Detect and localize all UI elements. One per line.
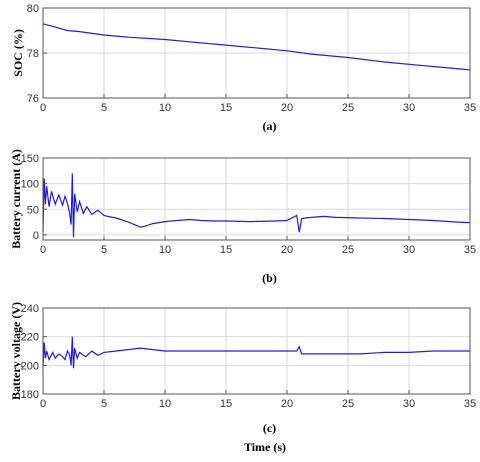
- x-tick-label: 10: [159, 244, 171, 256]
- x-tick-label: 30: [403, 244, 415, 256]
- x-tick-label: 25: [342, 102, 354, 114]
- plot-frame: [42, 307, 471, 395]
- panel-caption: (c): [263, 421, 276, 435]
- panel-caption: (b): [262, 271, 277, 285]
- x-tick-label: 25: [342, 398, 354, 410]
- y-tick-label: 0: [33, 230, 39, 242]
- x-tick-label: 10: [159, 398, 171, 410]
- y-tick-label: 50: [27, 204, 39, 216]
- y-tick-label: 80: [27, 3, 39, 15]
- x-tick-label: 5: [101, 398, 107, 410]
- y-tick-label: 180: [21, 389, 39, 401]
- x-tick-label: 20: [281, 398, 293, 410]
- x-tick-label: 25: [342, 244, 354, 256]
- y-axis-label: Battery voltage (V): [9, 302, 23, 400]
- series-line: [42, 173, 471, 238]
- x-tick-label: 30: [403, 102, 415, 114]
- x-tick-label: 15: [220, 244, 232, 256]
- y-tick-label: 240: [21, 303, 39, 315]
- y-tick-label: 78: [27, 48, 39, 60]
- x-tick-label: 0: [40, 244, 46, 256]
- x-tick-label: 20: [281, 102, 293, 114]
- panels: 0 5 10 15 20 25 30 35 76 78 80 SOC (%) (a) 0 5 10 15 20 25…: [9, 3, 476, 435]
- y-axis-label: Battery current (A): [9, 149, 23, 249]
- x-tick-label: 35: [464, 398, 476, 410]
- x-tick-label: 0: [40, 398, 46, 410]
- x-tick-label: 10: [159, 102, 171, 114]
- x-tick-label: 15: [220, 398, 232, 410]
- y-axis-label: SOC (%): [11, 29, 25, 77]
- x-tick-label: 30: [403, 398, 415, 410]
- plot-area: [43, 158, 470, 240]
- series-line: [42, 336, 470, 369]
- panel-1: 0 5 10 15 20 25 30 35 76 78 80 SOC (%) (a): [11, 3, 476, 133]
- x-tick-label: 5: [101, 102, 107, 114]
- series-line: [42, 23, 471, 71]
- panel-caption: (a): [263, 119, 277, 133]
- x-axis-label: Time (s): [244, 440, 286, 454]
- x-tick-label: 5: [101, 244, 107, 256]
- y-tick-label: 76: [27, 93, 39, 105]
- x-tick-label: 35: [464, 102, 476, 114]
- x-tick-label: 15: [220, 102, 232, 114]
- plot-frame: [42, 157, 471, 241]
- x-tick-label: 35: [464, 244, 476, 256]
- y-tick-label: 150: [21, 153, 39, 165]
- y-tick-label: 220: [21, 332, 39, 344]
- x-tick-label: 0: [40, 102, 46, 114]
- x-tick-label: 20: [281, 244, 293, 256]
- y-tick-label: 200: [21, 360, 39, 372]
- y-tick-label: 100: [21, 179, 39, 191]
